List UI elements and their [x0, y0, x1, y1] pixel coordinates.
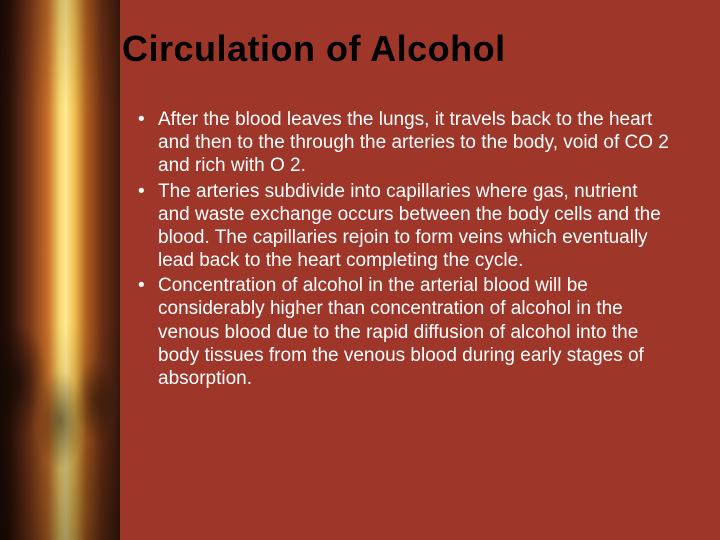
slide: Circulation of Alcohol After the blood l…	[0, 0, 720, 540]
bullet-item: After the blood leaves the lungs, it tra…	[158, 108, 680, 178]
sidebar-image	[0, 0, 120, 540]
bullet-item: Concentration of alcohol in the arterial…	[158, 274, 680, 390]
bullet-list: After the blood leaves the lungs, it tra…	[120, 108, 680, 390]
content-area: Circulation of Alcohol After the blood l…	[120, 0, 720, 540]
bullet-item: The arteries subdivide into capillaries …	[158, 180, 680, 273]
slide-title: Circulation of Alcohol	[122, 28, 680, 70]
